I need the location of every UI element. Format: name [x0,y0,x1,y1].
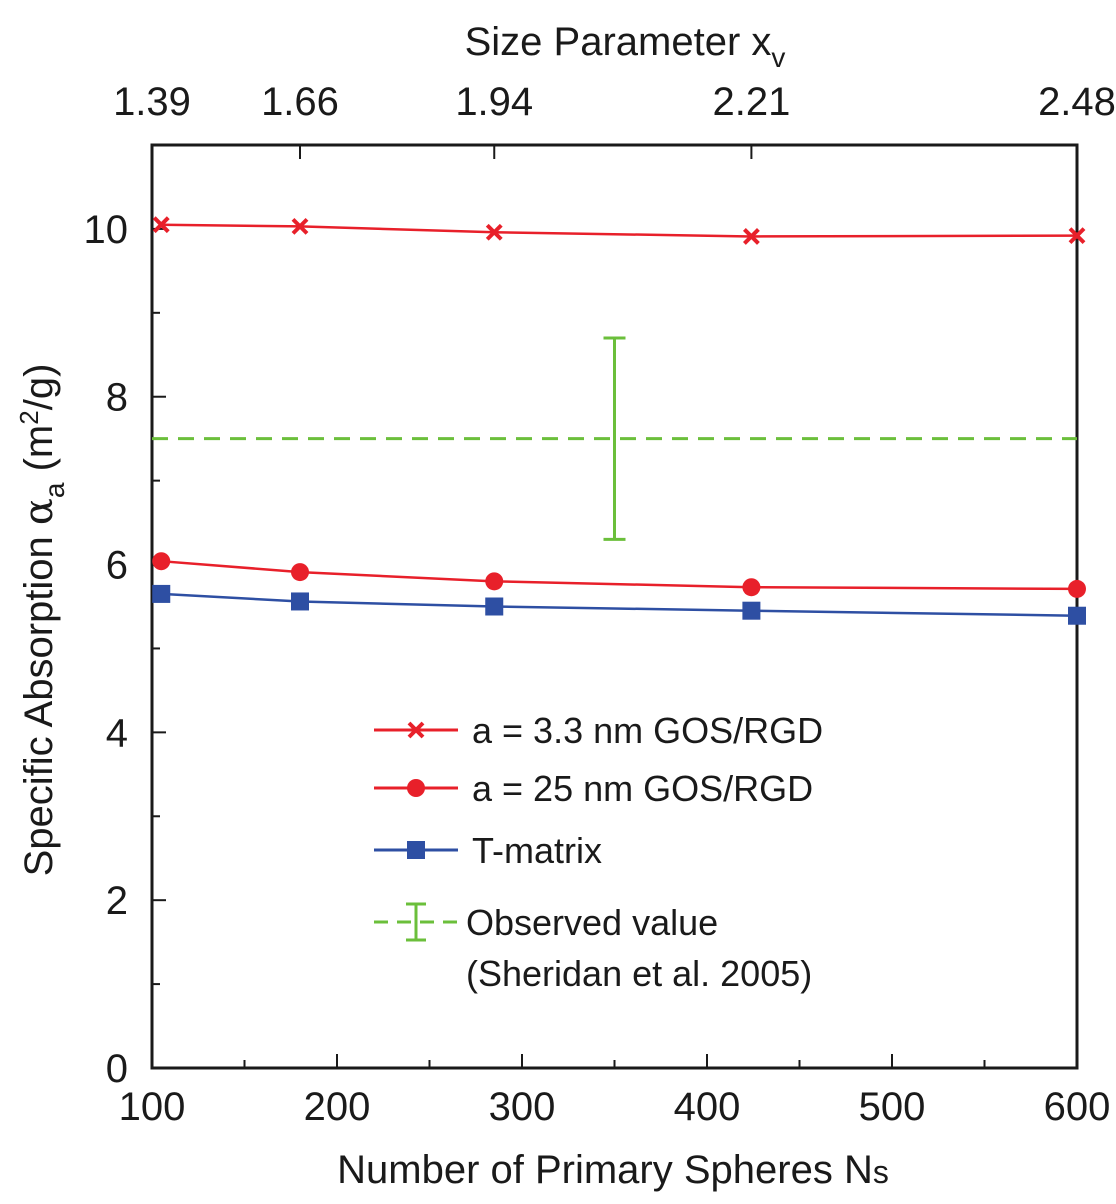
x-tick-label: 200 [304,1085,371,1129]
series-1-point-stroke-b [291,217,309,235]
series-3-point [742,601,761,620]
x2-tick-label: 2.21 [712,80,790,124]
y-tick-label: 10 [84,208,129,252]
y-tick-label: 2 [106,879,128,923]
y-axis-title: Specific Absorption αa (m2/g) [14,364,70,877]
series-3-point [485,597,504,616]
legend-label-observed: Observed value [466,902,718,943]
legend-marker-1 [407,721,425,739]
legend-label-observed-source: (Sheridan et al. 2005) [466,953,812,994]
legend-marker-3 [407,841,425,859]
y-tick-label: 0 [106,1047,128,1091]
x-tick-label: 400 [674,1085,741,1129]
x2-tick-label: 1.94 [455,80,533,124]
legend-marker-1-stroke-b [407,721,425,739]
x-tick-label: 300 [489,1085,556,1129]
series-1-point [1068,227,1086,245]
x-axis-title: Number of Primary Spheres Ns [337,1148,889,1192]
series-2-point [485,572,504,591]
series-1-point-stroke-b [1068,227,1086,245]
top-axis-title: Size Parameter xv [465,20,786,73]
series-3-point [1068,606,1086,625]
legend-label-2: a = 25 nm GOS/RGD [472,768,813,809]
series-1-point [152,216,170,234]
legend-label-3: T-matrix [472,830,602,871]
x2-tick-label: 2.48 [1038,80,1116,124]
x2-tick-label: 1.66 [261,80,339,124]
series-2-point [742,578,761,597]
legend-marker-2 [407,779,425,797]
x-tick-label: 600 [1044,1085,1111,1129]
series-1-point-stroke-b [485,223,503,241]
series-1-point [291,217,309,235]
y-tick-label: 8 [106,376,128,420]
legend: a = 3.3 nm GOS/RGD a = 25 nm GOS/RGD T-mat… [374,710,823,994]
y-tick-label: 6 [106,544,128,588]
x-tick-label: 500 [859,1085,926,1129]
series-1-point-stroke-b [152,216,170,234]
x2-tick-label: 1.39 [113,80,191,124]
series-3-point [152,584,171,603]
series-1-point-stroke-b [742,228,760,245]
x-tick-label: 100 [119,1085,186,1129]
y-tick-label: 4 [106,711,128,755]
legend-label-1: a = 3.3 nm GOS/RGD [472,710,823,751]
series-2-point [291,563,309,582]
series-1-point [742,228,760,245]
series-layer [152,216,1086,625]
series-3-point [291,592,309,611]
series-1-point [485,223,503,241]
series-2-point [152,552,171,571]
axes-layer: 100 200 300 400 500 600 0 2 4 6 8 10 1.39 1.66 1.94 2.2… [84,80,1116,1129]
series-2-point [1068,579,1086,598]
